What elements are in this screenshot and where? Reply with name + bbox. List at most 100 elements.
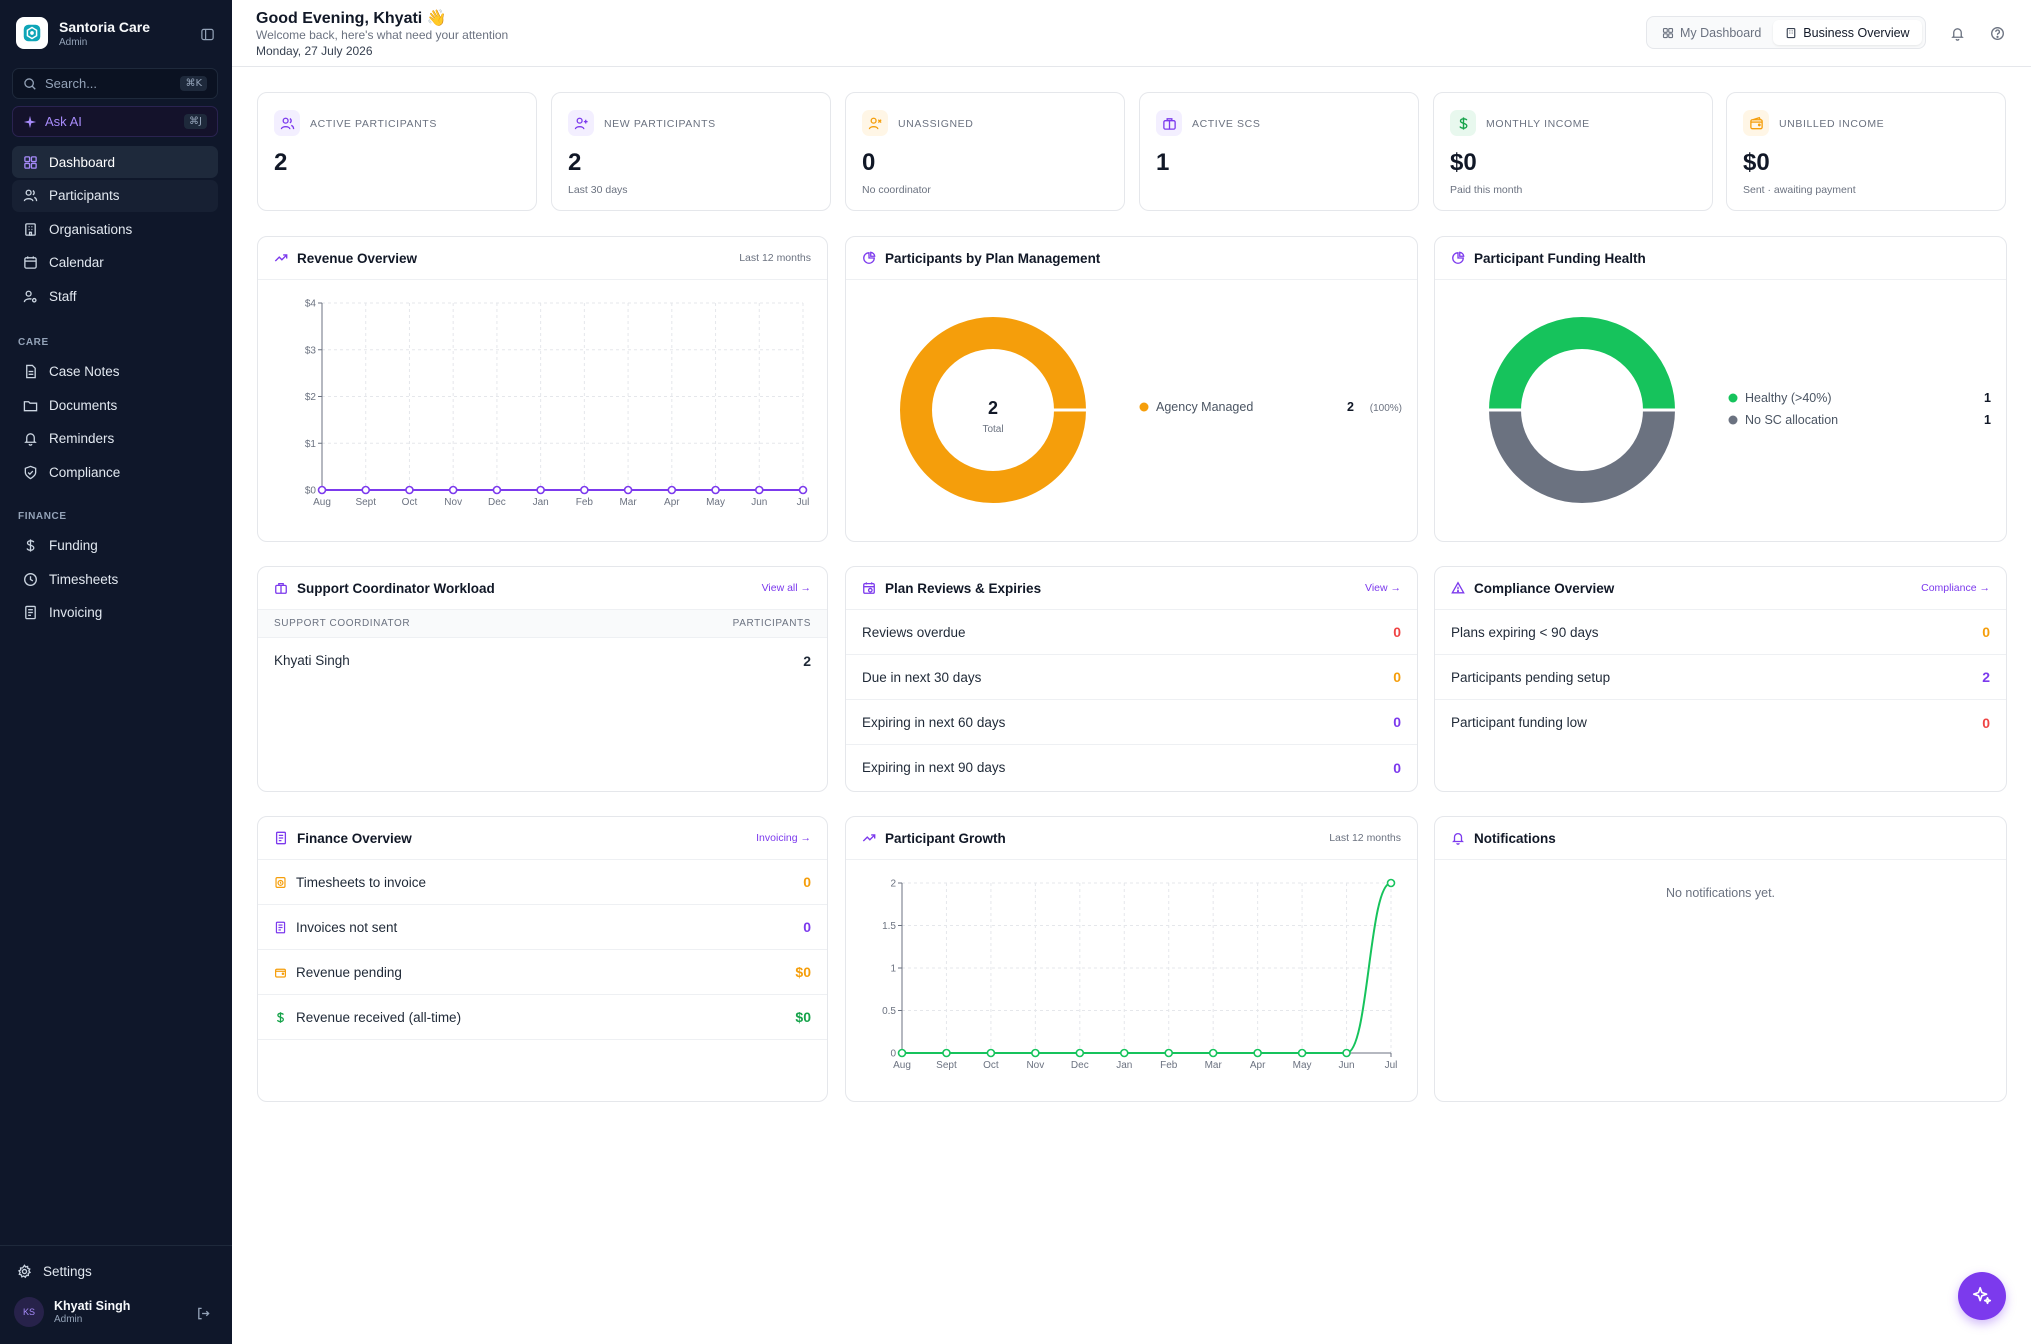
tab-label: My Dashboard <box>1680 25 1762 40</box>
x-tick-label: Oct <box>983 1060 999 1071</box>
list-item[interactable]: Invoices not sent 0 <box>258 905 827 950</box>
nav-item-label: Calendar <box>49 255 104 270</box>
participant-growth-panel: Participant Growth Last 12 months 0 0.5 1 1… <box>845 816 1418 1102</box>
list-item[interactable]: Expiring in next 90 days 0 <box>846 745 1417 790</box>
nav-item-staff[interactable]: Staff <box>12 280 218 312</box>
x-tick-label: Apr <box>664 497 680 508</box>
stat-card-unbilled-income[interactable]: UNBILLED INCOME $0 Sent · awaiting payme… <box>1726 92 2006 211</box>
stat-card-unassigned[interactable]: UNASSIGNED 0 No coordinator <box>845 92 1125 211</box>
nav-item-timesheets[interactable]: Timesheets <box>12 563 218 595</box>
data-point <box>798 485 808 495</box>
revenue-overview-panel: Revenue Overview Last 12 months $0 $1 $2 $3… <box>257 236 828 542</box>
nav-item-invoicing[interactable]: Invoicing <box>12 597 218 629</box>
search-input[interactable] <box>45 76 175 91</box>
stat-label: UNASSIGNED <box>898 118 974 130</box>
logout-icon[interactable] <box>196 1306 211 1326</box>
view-all-link[interactable]: View all → <box>761 582 811 594</box>
x-tick-label: Sept <box>936 1060 957 1071</box>
list-item[interactable]: Participant funding low 0 <box>1435 700 2006 745</box>
column-header: PARTICIPANTS <box>732 618 811 629</box>
list-item[interactable]: Timesheets to invoice 0 <box>258 860 827 905</box>
nav-item-funding[interactable]: Funding <box>12 530 218 562</box>
data-point <box>361 485 371 495</box>
nav-item-documents[interactable]: Documents <box>12 389 218 421</box>
ask-ai-button[interactable]: Ask AI ⌘J <box>12 106 218 137</box>
top-header: Good Evening, Khyati 👋 Welcome back, her… <box>232 0 2031 67</box>
gear-icon <box>16 1263 32 1279</box>
nav-item-label: Timesheets <box>49 571 119 587</box>
row-value: 0 <box>803 874 811 890</box>
calendar-clock-icon <box>862 581 876 595</box>
nav-item-dashboard[interactable]: Dashboard <box>12 146 218 178</box>
stat-sub: Last 30 days <box>568 184 628 196</box>
list-item[interactable]: Plans expiring < 90 days 0 <box>1435 610 2006 655</box>
stat-card-new-participants[interactable]: NEW PARTICIPANTS 2 Last 30 days <box>551 92 831 211</box>
briefcase-icon <box>1156 110 1182 136</box>
nav-item-compliance[interactable]: Compliance <box>12 456 218 488</box>
donut-slice <box>1489 409 1675 503</box>
nav-item-case-notes[interactable]: Case Notes <box>12 356 218 388</box>
participant-count: 2 <box>803 652 811 669</box>
brand[interactable]: Santoria Care Admin <box>16 17 150 49</box>
invoicing-link[interactable]: Invoicing → <box>756 832 811 844</box>
row-value: 0 <box>1982 624 1990 640</box>
dollar-icon <box>1450 110 1476 136</box>
x-tick-label: Apr <box>1250 1060 1266 1071</box>
notifications-panel: Notifications No notifications yet. <box>1434 816 2007 1102</box>
sidebar-collapse-icon[interactable] <box>198 25 216 43</box>
list-item[interactable]: Reviews overdue 0 <box>846 610 1417 655</box>
list-item[interactable]: Revenue pending $0 <box>258 950 827 995</box>
nav-section-finance: FINANCE <box>18 511 67 522</box>
row-label: Participant funding low <box>1451 715 1587 730</box>
ask-ai-label: Ask AI <box>45 114 82 129</box>
y-tick-label: $0 <box>305 486 317 497</box>
stat-card-monthly-income[interactable]: MONTHLY INCOME $0 Paid this month <box>1433 92 1713 211</box>
row-label: Invoices not sent <box>296 919 398 935</box>
row-label: Reviews overdue <box>862 624 966 640</box>
sidebar-search[interactable]: ⌘K <box>12 68 218 99</box>
nav-item-label: Funding <box>49 538 98 553</box>
ai-assistant-button[interactable] <box>1958 1272 2006 1320</box>
notifications-bell-icon[interactable] <box>1948 24 1966 42</box>
data-point <box>754 485 764 495</box>
nav-item-label: Settings <box>43 1263 92 1279</box>
legend-value: 1 <box>1984 413 1991 427</box>
nav-item-settings[interactable]: Settings <box>12 1255 218 1287</box>
y-tick-label: $1 <box>305 439 317 450</box>
donut-center-label: Total <box>982 424 1003 435</box>
tab-business-overview[interactable]: Business Overview <box>1773 20 1922 45</box>
panel-title: Participant Funding Health <box>1474 250 1646 266</box>
grid-icon <box>1662 27 1674 39</box>
user-profile[interactable]: KS Khyati Singh Admin <box>14 1297 130 1327</box>
user-name: Khyati Singh <box>54 1299 131 1313</box>
list-item[interactable]: Revenue received (all-time) $0 <box>258 995 827 1040</box>
panel-range: Last 12 months <box>739 252 811 264</box>
list-item[interactable]: Expiring in next 60 days 0 <box>846 700 1417 745</box>
nav-item-label: Organisations <box>49 221 133 237</box>
tab-my-dashboard[interactable]: My Dashboard <box>1650 20 1773 45</box>
help-icon[interactable] <box>1988 24 2006 42</box>
compliance-link[interactable]: Compliance → <box>1921 582 1990 594</box>
stat-card-active-scs[interactable]: ACTIVE SCS 1 <box>1139 92 1419 211</box>
panel-title: Plan Reviews & Expiries <box>885 580 1042 596</box>
view-link[interactable]: View → <box>1365 582 1401 594</box>
row-label: Expiring in next 90 days <box>862 760 1006 775</box>
x-tick-label: Feb <box>576 497 594 508</box>
nav-item-label: Documents <box>49 397 118 413</box>
nav-item-organisations[interactable]: Organisations <box>12 213 218 245</box>
data-point <box>1208 1048 1218 1058</box>
data-point <box>1253 1048 1262 1058</box>
data-point <box>405 485 414 495</box>
clock-icon <box>22 571 38 587</box>
stat-sub: Paid this month <box>1450 184 1523 196</box>
list-item[interactable]: Participants pending setup 2 <box>1435 655 2006 700</box>
legend-swatch <box>1728 393 1738 403</box>
nav-item-participants[interactable]: Participants <box>12 179 218 212</box>
stat-card-active-participants[interactable]: ACTIVE PARTICIPANTS 2 <box>257 92 537 211</box>
list-item[interactable]: Due in next 30 days 0 <box>846 655 1417 700</box>
table-row[interactable]: Khyati Singh 2 <box>258 638 827 683</box>
nav-item-reminders[interactable]: Reminders <box>12 423 218 455</box>
y-tick-label: 0 <box>890 1049 896 1060</box>
nav-item-calendar[interactable]: Calendar <box>12 247 218 279</box>
panel-title: Participant Growth <box>885 830 1006 846</box>
